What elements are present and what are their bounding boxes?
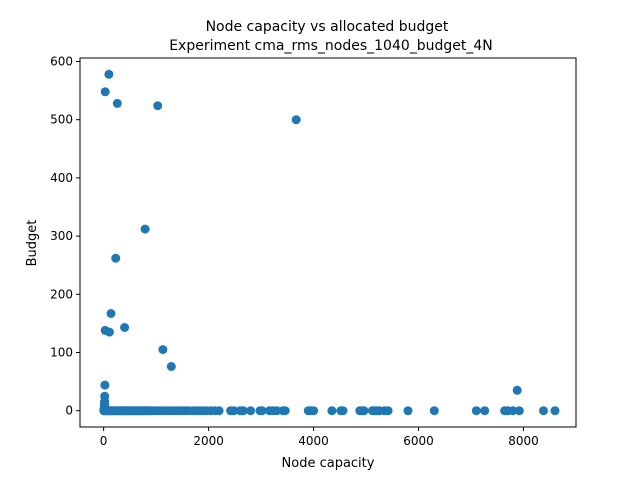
data-point: [100, 380, 110, 390]
data-point: [238, 406, 248, 416]
data-point: [153, 101, 163, 111]
data-point: [383, 406, 393, 416]
y-tick-label: 100: [50, 346, 73, 360]
data-point: [338, 406, 348, 416]
data-points: [99, 69, 560, 416]
data-point: [104, 69, 114, 79]
data-point: [291, 115, 301, 125]
data-point: [508, 406, 518, 416]
data-point: [158, 345, 168, 355]
data-point: [106, 309, 116, 318]
data-point: [111, 253, 121, 263]
data-point: [403, 406, 413, 416]
data-point: [471, 406, 481, 416]
data-point: [514, 406, 524, 416]
data-point: [246, 406, 256, 416]
y-tick-label: 0: [65, 404, 73, 418]
y-tick-label: 200: [50, 287, 73, 301]
chart-subtitle: Experiment cma_rms_nodes_1040_budget_4N: [169, 38, 493, 54]
data-point: [327, 406, 337, 416]
x-axis-ticks: 0 2000 4000 6000 8000: [100, 427, 539, 448]
data-point: [512, 385, 522, 395]
data-point: [550, 406, 560, 416]
y-tick-label: 600: [50, 54, 73, 68]
data-point: [166, 362, 176, 371]
data-point: [112, 98, 122, 108]
x-tick-label: 0: [100, 434, 108, 448]
data-point: [429, 406, 439, 416]
x-axis-label: Node capacity: [282, 456, 375, 471]
y-axis-ticks: 0 100 200 300 400 500 600: [50, 54, 80, 418]
y-tick-label: 400: [50, 171, 73, 185]
data-point: [140, 224, 150, 234]
x-tick-label: 4000: [298, 434, 329, 448]
data-point: [104, 327, 114, 337]
x-tick-label: 2000: [193, 434, 224, 448]
data-point: [100, 87, 110, 97]
data-point: [120, 323, 130, 332]
data-point: [257, 406, 267, 416]
x-tick-label: 8000: [508, 434, 539, 448]
data-point: [280, 406, 290, 416]
data-point: [229, 406, 239, 416]
chart-title: Node capacity vs allocated budget: [206, 19, 449, 35]
plot-frame: [79, 57, 577, 428]
y-tick-label: 300: [50, 229, 73, 243]
data-point: [539, 406, 548, 416]
data-point: [214, 406, 224, 416]
data-point: [309, 406, 319, 416]
data-point: [359, 406, 369, 416]
data-point: [272, 406, 282, 416]
y-tick-label: 500: [50, 113, 73, 127]
data-point: [480, 406, 490, 416]
y-axis-label: Budget: [25, 220, 40, 267]
x-tick-label: 6000: [403, 434, 434, 448]
